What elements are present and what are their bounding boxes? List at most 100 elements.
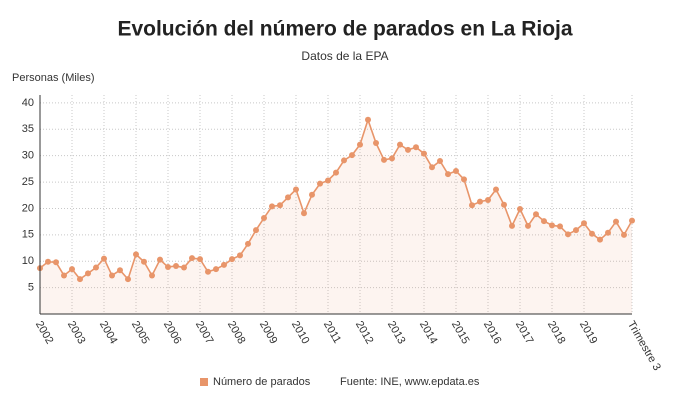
point — [117, 267, 123, 274]
point — [517, 205, 523, 212]
point — [245, 240, 251, 247]
point — [373, 140, 379, 147]
x-tick-label: 2013 — [385, 319, 408, 346]
x-tick-label: 2011 — [321, 319, 343, 345]
point — [565, 231, 571, 238]
point — [461, 176, 467, 183]
point — [237, 252, 243, 259]
point — [557, 223, 563, 230]
x-tick-label: 2009 — [257, 319, 280, 346]
point — [605, 229, 611, 236]
point — [365, 116, 371, 123]
y-tick-label: 25 — [22, 176, 34, 188]
point — [125, 276, 131, 283]
x-tick-label: 2019 — [577, 319, 600, 346]
point — [477, 198, 483, 205]
x-tick-label: 2010 — [289, 319, 312, 346]
point — [389, 155, 395, 162]
point — [229, 256, 235, 263]
x-tick-label: 2018 — [545, 319, 568, 346]
point — [349, 152, 355, 159]
x-tick-label: 2005 — [129, 319, 152, 346]
point — [445, 171, 451, 178]
point — [501, 201, 507, 208]
area — [40, 119, 632, 315]
x-tick-label: 2014 — [417, 319, 440, 346]
point — [381, 156, 387, 163]
y-tick-label: 15 — [22, 229, 34, 241]
point — [421, 150, 427, 157]
point — [549, 222, 555, 229]
point — [629, 217, 635, 224]
x-tick-label: 2002 — [33, 319, 56, 346]
point — [213, 266, 219, 273]
point — [581, 220, 587, 227]
point — [205, 268, 211, 275]
point — [341, 157, 347, 164]
y-tick-label: 30 — [22, 150, 34, 162]
y-tick-label: 10 — [22, 255, 34, 267]
point — [573, 227, 579, 234]
point — [397, 141, 403, 148]
point — [149, 272, 155, 279]
x-tick-label: 2016 — [481, 319, 504, 346]
point — [101, 255, 107, 262]
source: Fuente: INE, www.epdata.es — [340, 376, 480, 388]
x-tick-label: 2015 — [449, 319, 472, 346]
point — [221, 261, 227, 268]
point — [309, 191, 315, 198]
point — [333, 169, 339, 176]
point — [277, 202, 283, 209]
y-axis-label: Personas (Miles) — [12, 72, 95, 84]
point — [133, 251, 139, 258]
point — [285, 194, 291, 201]
y-tick-label: 40 — [22, 97, 34, 109]
chart-subtitle: Datos de la EPA — [301, 49, 388, 63]
point — [61, 272, 67, 279]
x-tick-label: 2017 — [513, 319, 536, 346]
legend-swatch — [200, 378, 208, 386]
x-tick-label: 2008 — [225, 319, 248, 346]
point — [173, 262, 179, 269]
point — [157, 256, 163, 263]
point — [485, 197, 491, 204]
point — [269, 203, 275, 210]
point — [93, 264, 99, 271]
point — [589, 230, 595, 237]
point — [69, 266, 75, 273]
chart-title: Evolución del número de parados en La Ri… — [117, 18, 572, 41]
point — [453, 167, 459, 174]
point — [317, 180, 323, 187]
x-tick-label: 2012 — [353, 319, 376, 346]
point — [525, 222, 531, 229]
x-tick-label: Trimestre 3 — [625, 319, 663, 373]
point — [261, 214, 267, 221]
point — [437, 157, 443, 164]
y-tick-label: 35 — [22, 123, 34, 135]
point — [197, 256, 203, 263]
point — [533, 211, 539, 218]
point — [165, 264, 171, 271]
point — [413, 144, 419, 151]
point — [429, 164, 435, 171]
point — [181, 264, 187, 271]
point — [301, 210, 307, 217]
x-tick-label: 2003 — [65, 319, 88, 346]
point — [621, 231, 627, 238]
y-tick-label: 5 — [28, 282, 34, 294]
point — [597, 236, 603, 243]
point — [253, 227, 259, 234]
point — [357, 141, 363, 148]
point — [405, 146, 411, 153]
point — [77, 276, 83, 283]
point — [493, 186, 499, 193]
point — [293, 186, 299, 193]
x-tick-label: 2007 — [193, 319, 216, 346]
point — [45, 258, 51, 265]
x-tick-label: 2004 — [97, 319, 120, 346]
point — [509, 222, 515, 229]
x-tick-label: 2006 — [161, 319, 184, 346]
point — [541, 218, 547, 225]
legend-label: Número de parados — [213, 376, 311, 388]
